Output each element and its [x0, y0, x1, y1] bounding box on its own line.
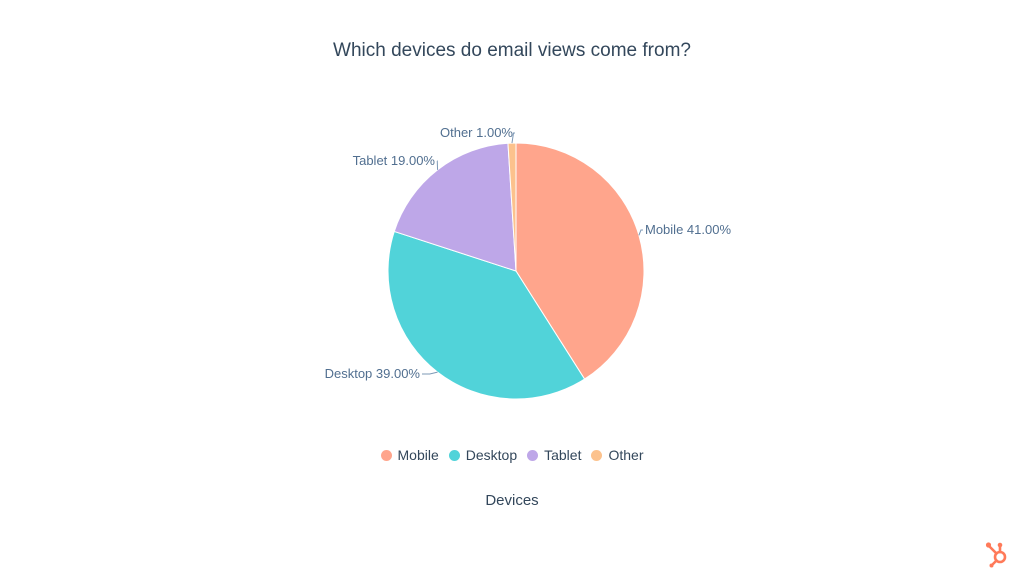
hubspot-sprocket-icon — [985, 542, 1007, 568]
legend-label: Desktop — [465, 447, 518, 463]
legend-label: Tablet — [544, 447, 582, 463]
data-label-mobile: Mobile 41.00% — [645, 222, 731, 237]
legend-label: Mobile — [397, 447, 439, 463]
legend-dot-icon — [448, 449, 460, 461]
legend-dot-icon — [527, 449, 539, 461]
label-connector — [638, 229, 643, 236]
legend-dot-icon — [380, 449, 392, 461]
x-axis-label: Devices — [485, 492, 539, 509]
label-connector — [436, 160, 439, 170]
chart-legend: Mobile Desktop Tablet Other — [0, 447, 1024, 463]
label-connector — [422, 371, 438, 375]
pie-slice-other[interactable] — [507, 142, 517, 272]
legend-item-other[interactable]: Other — [591, 447, 643, 463]
data-label-desktop: Desktop 39.00% — [325, 366, 421, 381]
chart-title: Which devices do email views come from? — [333, 40, 691, 61]
legend-item-tablet[interactable]: Tablet — [527, 447, 581, 463]
legend-item-desktop[interactable]: Desktop — [448, 447, 518, 463]
pie-slice-mobile[interactable] — [515, 142, 645, 380]
legend-label: Other — [608, 447, 644, 463]
legend-dot-icon — [591, 449, 603, 461]
pie-slice-desktop[interactable] — [387, 230, 586, 400]
label-connector — [511, 132, 515, 144]
pie-slice-tablet[interactable] — [393, 142, 517, 272]
data-label-tablet: Tablet 19.00% — [353, 153, 436, 168]
legend-item-mobile[interactable]: Mobile — [380, 447, 439, 463]
data-label-other: Other 1.00% — [440, 125, 513, 140]
